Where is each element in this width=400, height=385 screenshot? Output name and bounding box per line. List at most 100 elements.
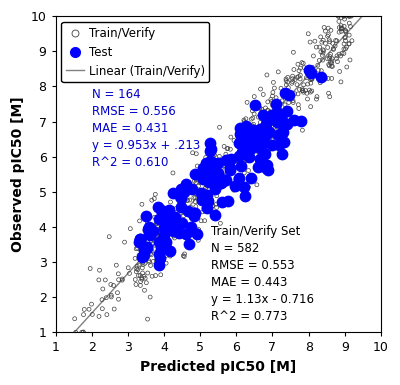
Point	[170, 206, 176, 212]
Point	[274, 118, 280, 124]
Point	[241, 119, 247, 125]
Point	[300, 87, 306, 94]
Point	[166, 222, 172, 228]
Point	[206, 177, 212, 183]
Point	[141, 273, 147, 280]
Point	[227, 164, 233, 171]
Point	[318, 34, 324, 40]
Point	[316, 57, 322, 64]
Point	[192, 210, 198, 216]
Point	[119, 276, 126, 282]
Point	[141, 241, 147, 247]
Point	[290, 49, 296, 55]
Point	[170, 214, 177, 220]
Point	[268, 121, 274, 127]
Point	[72, 316, 78, 322]
Point	[139, 253, 146, 259]
Point	[346, 40, 352, 47]
Point	[136, 239, 142, 245]
Point	[140, 244, 146, 250]
Point	[241, 184, 248, 191]
Point	[299, 88, 306, 94]
Point	[80, 329, 86, 335]
Point	[162, 228, 168, 234]
Point	[139, 270, 146, 276]
Text: Test Set
N = 164
RMSE = 0.556
MAE = 0.431
y = 0.953x + .213
R^2 = 0.610: Test Set N = 164 RMSE = 0.556 MAE = 0.43…	[92, 70, 200, 169]
Point	[147, 294, 153, 300]
Point	[256, 156, 263, 162]
Point	[325, 32, 332, 38]
Point	[270, 128, 276, 134]
Point	[223, 151, 229, 157]
Legend: Train/Verify, Test, Linear (Train/Verify): Train/Verify, Test, Linear (Train/Verify…	[62, 22, 210, 82]
Point	[239, 151, 246, 157]
Point	[228, 156, 234, 162]
Point	[196, 199, 202, 205]
Point	[137, 273, 143, 279]
Point	[250, 123, 256, 129]
Point	[193, 176, 199, 182]
Point	[208, 160, 214, 166]
Point	[256, 105, 263, 111]
Point	[338, 79, 344, 85]
Point	[307, 89, 314, 95]
Point	[273, 95, 279, 101]
Point	[226, 157, 232, 163]
Point	[216, 170, 222, 176]
Point	[342, 38, 349, 44]
Point	[282, 90, 288, 96]
Point	[162, 253, 169, 259]
Point	[240, 141, 246, 147]
Point	[275, 69, 282, 75]
Point	[138, 234, 144, 241]
Point	[202, 191, 208, 198]
Point	[212, 186, 218, 192]
Point	[156, 239, 162, 245]
Point	[343, 44, 350, 50]
Point	[292, 76, 298, 82]
Point	[342, 28, 349, 34]
Point	[325, 75, 331, 82]
Point	[201, 176, 207, 182]
Point	[207, 140, 214, 146]
Point	[155, 204, 161, 210]
Point	[171, 235, 178, 241]
Point	[236, 139, 242, 146]
Point	[211, 159, 217, 165]
Point	[160, 225, 166, 231]
Point	[276, 130, 282, 136]
Point	[135, 273, 142, 279]
Point	[156, 236, 162, 242]
Point	[308, 70, 314, 76]
Point	[116, 276, 122, 283]
Point	[133, 269, 140, 275]
Point	[134, 241, 140, 248]
Point	[198, 190, 205, 196]
Point	[174, 196, 181, 203]
Point	[166, 206, 172, 213]
Point	[307, 76, 314, 82]
Point	[268, 96, 274, 102]
Point	[106, 234, 112, 240]
Point	[346, 41, 352, 47]
Point	[214, 193, 220, 199]
Point	[252, 128, 259, 134]
Point	[167, 227, 173, 233]
Point	[200, 176, 207, 182]
Point	[342, 27, 349, 33]
Point	[213, 201, 220, 207]
Point	[260, 112, 267, 118]
Point	[156, 262, 162, 268]
Point	[212, 183, 218, 189]
Point	[154, 233, 160, 239]
Point	[222, 176, 228, 182]
Point	[229, 154, 236, 160]
Point	[144, 254, 150, 261]
Point	[232, 176, 239, 182]
Point	[179, 219, 186, 226]
Point	[241, 139, 247, 145]
Point	[201, 193, 208, 199]
Point	[176, 229, 183, 236]
Point	[152, 273, 159, 279]
Point	[200, 172, 207, 179]
